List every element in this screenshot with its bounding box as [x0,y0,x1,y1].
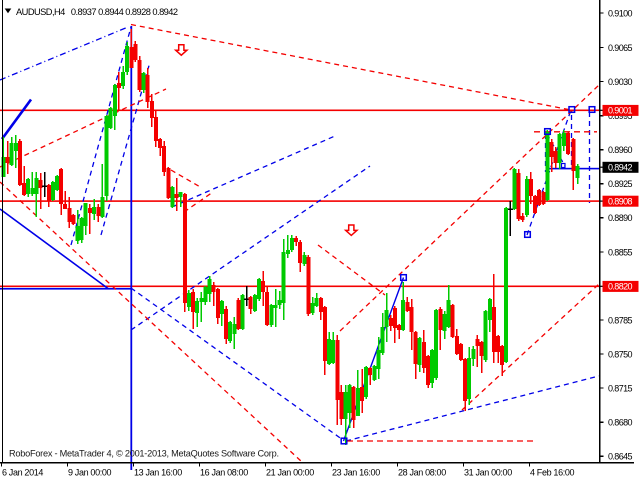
svg-text:RoboForex - MetaTrader 4, © 20: RoboForex - MetaTrader 4, © 2001-2013, M… [9,449,279,459]
svg-text:0.8995: 0.8995 [608,111,633,121]
svg-text:0.9030: 0.9030 [608,77,633,87]
svg-text:0.9001: 0.9001 [608,106,633,116]
svg-text:9 Jan 00:00: 9 Jan 00:00 [68,468,112,478]
svg-text:0.8925: 0.8925 [608,179,633,189]
svg-text:23 Jan 16:00: 23 Jan 16:00 [332,468,380,478]
svg-text:0.9100: 0.9100 [608,9,633,19]
svg-text:6 Jan 2014: 6 Jan 2014 [2,468,43,478]
svg-text:16 Jan 08:00: 16 Jan 08:00 [200,468,248,478]
svg-text:0.8855: 0.8855 [608,247,633,257]
svg-text:AUDUSD,H4 0.8937 0.8944 0.892: AUDUSD,H4 0.8937 0.8944 0.8928 0.8942 [16,7,178,17]
svg-text:0.8645: 0.8645 [608,452,633,462]
svg-text:21 Jan 00:00: 21 Jan 00:00 [266,468,314,478]
svg-text:0.8785: 0.8785 [608,315,633,325]
svg-text:0.8890: 0.8890 [608,213,633,223]
svg-text:0.8715: 0.8715 [608,384,633,394]
svg-text:0.8960: 0.8960 [608,145,633,155]
svg-text:0.8680: 0.8680 [608,418,633,428]
svg-text:0.8750: 0.8750 [608,350,633,360]
svg-text:0.9065: 0.9065 [608,43,633,53]
svg-text:28 Jan 08:00: 28 Jan 08:00 [398,468,446,478]
svg-text:4 Feb 16:00: 4 Feb 16:00 [530,468,575,478]
svg-text:0.8908: 0.8908 [608,197,633,207]
svg-text:13 Jan 16:00: 13 Jan 16:00 [134,468,182,478]
svg-text:0.8820: 0.8820 [608,282,633,292]
svg-text:0.8942: 0.8942 [608,163,633,173]
svg-text:31 Jan 00:00: 31 Jan 00:00 [464,468,512,478]
